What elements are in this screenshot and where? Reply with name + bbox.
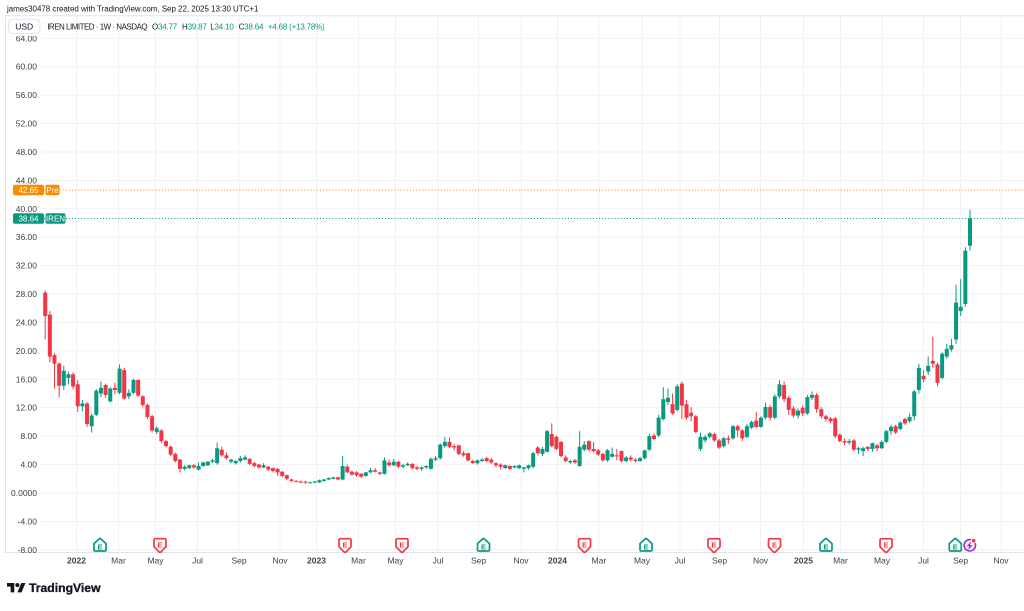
svg-text:64.00: 64.00 xyxy=(16,33,38,43)
svg-text:May: May xyxy=(387,556,404,566)
svg-text:E: E xyxy=(399,541,404,550)
svg-text:E: E xyxy=(157,541,162,550)
svg-text:Sep: Sep xyxy=(231,556,246,566)
svg-text:Mar: Mar xyxy=(592,556,607,566)
svg-text:-8.00: -8.00 xyxy=(18,545,38,555)
svg-text:0.0000: 0.0000 xyxy=(11,488,37,498)
svg-text:32.00: 32.00 xyxy=(16,261,38,271)
svg-text:USD: USD xyxy=(15,21,33,31)
svg-text:E: E xyxy=(823,542,828,551)
svg-text:Pre: Pre xyxy=(46,186,59,195)
svg-text:36.00: 36.00 xyxy=(16,232,38,242)
svg-text:IREN: IREN xyxy=(46,214,65,223)
svg-text:4.00: 4.00 xyxy=(20,460,37,470)
svg-text:E: E xyxy=(342,541,347,550)
svg-text:2023: 2023 xyxy=(307,556,326,566)
svg-text:28.00: 28.00 xyxy=(16,289,38,299)
svg-text:May: May xyxy=(874,556,891,566)
svg-text:40.00: 40.00 xyxy=(16,204,38,214)
svg-text:E: E xyxy=(481,542,486,551)
svg-text:james30478 created with Tradin: james30478 created with TradingView.com,… xyxy=(6,5,259,14)
svg-text:20.00: 20.00 xyxy=(16,346,38,356)
svg-text:12.00: 12.00 xyxy=(16,403,38,413)
svg-text:48.00: 48.00 xyxy=(16,147,38,157)
svg-text:E: E xyxy=(643,542,648,551)
svg-text:56.00: 56.00 xyxy=(16,90,38,100)
svg-text:Nov: Nov xyxy=(753,556,769,566)
svg-text:Mar: Mar xyxy=(833,556,848,566)
svg-text:Sep: Sep xyxy=(953,556,968,566)
svg-text:E: E xyxy=(953,542,958,551)
svg-text:E: E xyxy=(711,541,716,550)
svg-text:E: E xyxy=(772,541,777,550)
svg-text:2025: 2025 xyxy=(794,556,813,566)
svg-text:E: E xyxy=(97,542,102,551)
svg-text:8.00: 8.00 xyxy=(20,431,37,441)
svg-text:TradingView: TradingView xyxy=(29,581,101,595)
svg-text:2022: 2022 xyxy=(67,556,86,566)
svg-text:60.00: 60.00 xyxy=(16,62,38,72)
svg-text:May: May xyxy=(634,556,651,566)
svg-text:Nov: Nov xyxy=(272,556,288,566)
svg-text:Nov: Nov xyxy=(513,556,529,566)
svg-text:42.65: 42.65 xyxy=(18,186,39,195)
svg-text:May: May xyxy=(147,556,164,566)
svg-text:Jul: Jul xyxy=(675,556,686,566)
svg-text:E: E xyxy=(883,541,888,550)
svg-text:52.00: 52.00 xyxy=(16,119,38,129)
svg-text:44.00: 44.00 xyxy=(16,175,38,185)
svg-text:16.00: 16.00 xyxy=(16,374,38,384)
svg-text:2024: 2024 xyxy=(548,556,567,566)
svg-text:-4.00: -4.00 xyxy=(18,516,38,526)
svg-text:Mar: Mar xyxy=(351,556,366,566)
svg-text:Sep: Sep xyxy=(712,556,727,566)
svg-text:Mar: Mar xyxy=(111,556,126,566)
svg-text:Nov: Nov xyxy=(993,556,1009,566)
svg-text:Jul: Jul xyxy=(918,556,929,566)
svg-text:E: E xyxy=(582,541,587,550)
svg-text:38.64: 38.64 xyxy=(18,214,39,223)
svg-text:24.00: 24.00 xyxy=(16,318,38,328)
svg-text:Jul: Jul xyxy=(192,556,203,566)
svg-text:Jul: Jul xyxy=(433,556,444,566)
svg-text:Sep: Sep xyxy=(471,556,486,566)
